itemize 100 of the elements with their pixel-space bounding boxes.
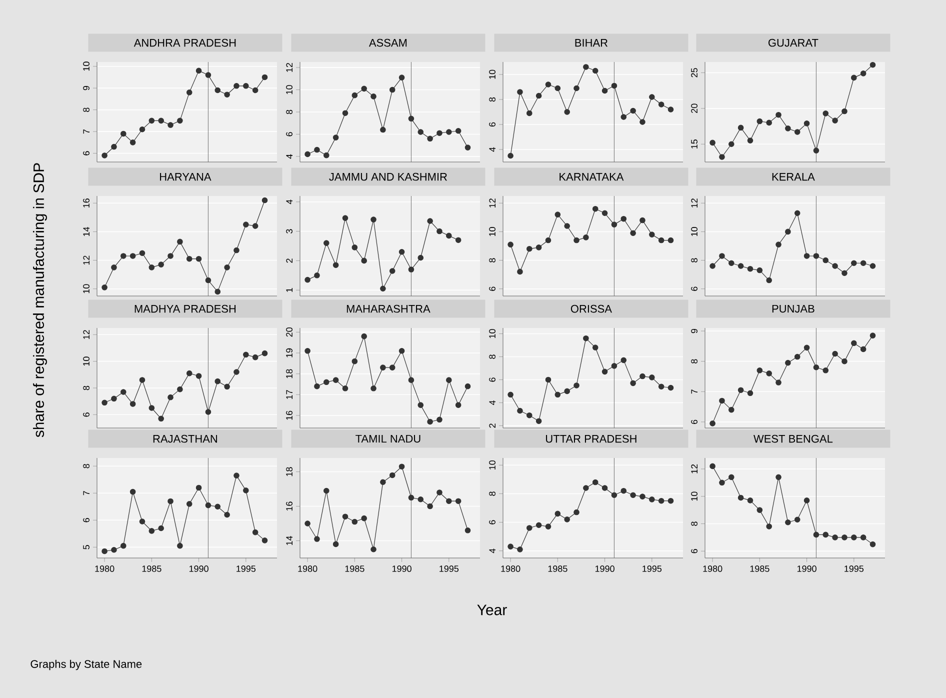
y-tick-label: 14	[83, 226, 90, 236]
x-tick-label: 1980	[298, 566, 318, 572]
y-tick-label: 1	[286, 288, 292, 292]
y-tick-label: 12	[83, 256, 90, 265]
y-tick-label: 12	[286, 63, 292, 72]
y-tick-label: 8	[489, 354, 496, 359]
y-tick-label: 8	[489, 258, 496, 262]
y-tick-label: 10	[691, 492, 698, 501]
x-tick-label: 1980	[501, 566, 520, 572]
x-tick-label: 1980	[95, 566, 114, 572]
y-tick-label: 8	[489, 97, 496, 102]
x-tick-label: 1985	[548, 566, 568, 572]
chart-title: ORISSA	[570, 304, 612, 313]
chart-title: HARYANA	[160, 173, 212, 181]
y-tick-label: 12	[83, 330, 90, 339]
x-tick-label: 1985	[142, 566, 162, 572]
x-tick-label: 1990	[392, 566, 412, 572]
y-tick-label: 4	[489, 548, 496, 554]
y-tick-label: 6	[691, 549, 698, 554]
y-tick-label: 25	[691, 68, 698, 78]
y-tick-label: 10	[489, 70, 496, 79]
y-tick-label: 12	[691, 198, 698, 208]
y-tick-label: 20	[286, 328, 292, 337]
y-tick-label: 7	[83, 491, 90, 496]
y-tick-label: 15	[691, 140, 698, 148]
chart-title: RAJASTHAN	[153, 434, 217, 443]
y-tick-label: 6	[83, 518, 90, 522]
chart-title: TAMIL NADU	[356, 434, 420, 443]
y-tick-label: 8	[489, 492, 496, 496]
y-tick-label: 14	[286, 536, 292, 546]
y-tick-label: 16	[286, 502, 292, 511]
y-tick-label: 10	[691, 227, 698, 236]
y-tick-label: 4	[286, 154, 292, 159]
y-tick-label: 2	[286, 258, 292, 263]
chart-title: MADHYA PRADESH	[134, 304, 236, 313]
y-tick-label: 8	[83, 386, 90, 390]
y-tick-label: 2	[489, 424, 496, 428]
chart-title: JAMMU AND KASHMIR	[329, 172, 447, 181]
chart-title: GUJARAT	[768, 38, 818, 47]
chart-title: ASSAM	[368, 38, 407, 47]
chart-title: PUNJAB	[772, 304, 814, 313]
chart-title: ANDHRA PRADESH	[134, 38, 236, 47]
y-tick-label: 6	[489, 286, 496, 291]
y-tick-label: 6	[489, 378, 496, 382]
y-tick-label: 8	[691, 258, 698, 262]
y-tick-label: 16	[83, 198, 90, 208]
y-tick-label: 4	[489, 147, 496, 152]
y-tick-label: 10	[489, 460, 496, 470]
x-tick-label: 1995	[236, 566, 256, 572]
y-tick-label: 10	[83, 356, 90, 366]
y-tick-label: 20	[691, 104, 698, 113]
y-tick-label: 10	[489, 227, 496, 236]
y-tick-label: 5	[83, 545, 90, 550]
x-tick-label: 1990	[797, 566, 816, 572]
y-tick-label: 17	[286, 390, 292, 399]
chart-title: KARNATAKA	[560, 173, 624, 181]
y-tick-label: 4	[489, 400, 496, 405]
y-tick-label: 8	[691, 359, 698, 364]
y-tick-label: 4	[286, 200, 292, 204]
y-tick-label: 9	[83, 86, 90, 90]
x-tick-label: 1980	[703, 566, 722, 572]
y-tick-label: 6	[83, 151, 90, 156]
x-tick-label: 1985	[345, 566, 364, 572]
y-tick-label: 7	[83, 130, 90, 134]
y-tick-label: 16	[286, 410, 292, 420]
y-tick-label: 6	[83, 412, 90, 417]
y-tick-label: 10	[286, 85, 292, 94]
chart-title: BIHAR	[575, 39, 608, 47]
text: Graphs by State Name	[30, 660, 142, 670]
chart-title: WEST BENGAL	[754, 434, 833, 443]
y-tick-label: 18	[286, 369, 292, 378]
y-tick-label: 7	[691, 390, 698, 394]
x-tick-label: 1995	[844, 566, 864, 572]
y-tick-label: 18	[286, 467, 292, 476]
y-tick-label: 3	[286, 229, 292, 234]
chart-title: UTTAR PRADESH	[546, 434, 636, 443]
y-tick-label: 8	[83, 464, 90, 468]
x-tick-label: 1990	[189, 566, 208, 572]
x-tick-label: 1995	[642, 566, 662, 572]
chart-title: MAHARASHTRA	[346, 304, 430, 313]
y-tick-label: 8	[691, 522, 698, 526]
y-tick-label: 8	[286, 110, 292, 114]
y-tick-label: 12	[489, 198, 496, 208]
y-tick-label: 10	[83, 284, 90, 294]
y-tick-label: 8	[83, 108, 90, 112]
y-tick-label: 10	[489, 329, 496, 338]
chart-title: KERALA	[772, 173, 815, 181]
y-tick-label: 6	[691, 420, 698, 424]
x-tick-label: 1990	[595, 566, 614, 572]
y-tick-label: 9	[691, 328, 698, 334]
y-tick-label: 19	[286, 348, 292, 358]
y-tick-label: 6	[489, 122, 496, 127]
x-tick-label: 1995	[440, 566, 459, 572]
y-tick-label: 12	[691, 464, 698, 474]
y-tick-label: 6	[691, 286, 698, 291]
x-axis-title: Year	[477, 604, 507, 616]
y-tick-label: 6	[489, 520, 496, 524]
y-tick-label: 10	[83, 62, 90, 71]
y-tick-label: 6	[286, 132, 292, 136]
y-axis-title: share of registered manufacturing in SDP	[33, 163, 47, 438]
